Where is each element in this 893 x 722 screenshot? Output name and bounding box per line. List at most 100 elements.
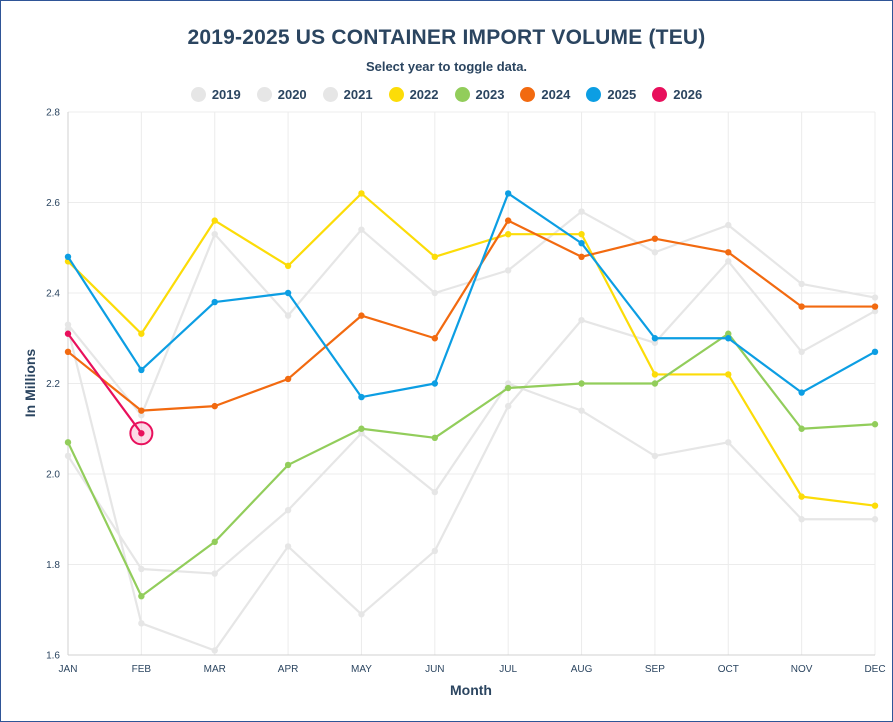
data-point[interactable] [431, 335, 439, 342]
legend-item-2020[interactable]: 2020 [256, 87, 307, 102]
data-point[interactable] [798, 516, 805, 523]
data-point[interactable] [725, 258, 732, 265]
data-point[interactable] [504, 190, 512, 197]
data-point[interactable] [725, 439, 732, 446]
data-point[interactable] [578, 407, 585, 414]
data-point[interactable] [798, 348, 805, 356]
data-point[interactable] [798, 303, 805, 310]
data-point[interactable] [284, 507, 292, 514]
data-point[interactable] [211, 230, 218, 238]
data-point[interactable] [578, 380, 585, 387]
data-point[interactable] [651, 249, 659, 256]
data-point[interactable] [725, 249, 732, 256]
data-point[interactable] [798, 425, 805, 432]
data-point[interactable] [578, 316, 585, 324]
data-point[interactable] [651, 452, 659, 460]
data-point[interactable] [64, 452, 72, 460]
data-point[interactable] [358, 312, 365, 319]
data-point[interactable] [211, 402, 218, 410]
data-point[interactable] [798, 280, 805, 288]
data-point[interactable] [725, 221, 732, 229]
data-point[interactable] [138, 430, 145, 437]
legend-item-2026[interactable]: 2026 [652, 87, 702, 102]
data-point[interactable] [871, 303, 879, 310]
data-point[interactable] [358, 425, 365, 432]
data-point[interactable] [504, 230, 512, 238]
data-point[interactable] [871, 294, 879, 301]
data-point[interactable] [871, 502, 879, 509]
legend-item-2021[interactable]: 2021 [322, 87, 373, 102]
series-line-2023[interactable] [67, 332, 876, 598]
legend-item-2022[interactable]: 2022 [388, 87, 439, 102]
data-point[interactable] [284, 289, 292, 297]
data-point[interactable] [431, 380, 439, 387]
data-point[interactable] [578, 240, 585, 247]
data-point[interactable] [504, 402, 512, 410]
data-point[interactable] [138, 366, 145, 374]
data-point[interactable] [651, 235, 659, 242]
data-point[interactable] [284, 312, 292, 319]
data-point[interactable] [431, 253, 439, 260]
data-point[interactable] [64, 330, 72, 337]
series-line-2022[interactable] [67, 192, 876, 507]
data-point[interactable] [284, 262, 292, 270]
data-point[interactable] [578, 208, 585, 215]
data-point[interactable] [64, 348, 72, 356]
data-point[interactable] [358, 226, 365, 233]
data-point[interactable] [798, 493, 805, 500]
data-point[interactable] [651, 335, 659, 342]
series-line-2025[interactable] [67, 192, 876, 399]
data-point[interactable] [871, 348, 879, 356]
data-point[interactable] [284, 375, 292, 383]
data-point[interactable] [211, 217, 218, 224]
legend-item-2024[interactable]: 2024 [520, 87, 570, 102]
data-point[interactable] [504, 380, 512, 387]
data-point[interactable] [211, 647, 218, 654]
data-point[interactable] [871, 516, 879, 523]
data-point[interactable] [504, 384, 512, 392]
data-point[interactable] [138, 407, 145, 414]
series-line-2021[interactable] [67, 210, 876, 417]
series-line-2020[interactable] [66, 260, 876, 652]
data-point[interactable] [211, 298, 218, 306]
data-point[interactable] [138, 620, 145, 627]
data-point[interactable] [284, 543, 292, 550]
data-point[interactable] [798, 389, 805, 396]
data-point[interactable] [504, 217, 512, 224]
data-point[interactable] [431, 289, 439, 297]
data-point[interactable] [651, 371, 659, 378]
data-point[interactable] [651, 339, 659, 346]
data-point[interactable] [358, 430, 365, 437]
data-point[interactable] [871, 307, 879, 315]
data-point[interactable] [651, 380, 659, 387]
data-point[interactable] [138, 592, 145, 600]
data-point[interactable] [284, 461, 292, 469]
data-point[interactable] [138, 411, 145, 419]
data-point[interactable] [578, 230, 585, 238]
data-point[interactable] [211, 538, 218, 546]
data-point[interactable] [504, 267, 512, 274]
legend-item-2019[interactable]: 2019 [190, 87, 241, 102]
legend-item-2023[interactable]: 2023 [454, 87, 504, 102]
data-point[interactable] [358, 393, 365, 401]
data-point[interactable] [358, 190, 365, 197]
data-point[interactable] [64, 321, 72, 328]
series-line-2026[interactable] [67, 333, 143, 434]
data-point[interactable] [431, 488, 439, 496]
data-point[interactable] [138, 330, 145, 337]
data-point[interactable] [725, 330, 732, 337]
series-line-2019[interactable] [67, 382, 875, 575]
data-point[interactable] [358, 611, 365, 618]
data-point[interactable] [725, 335, 732, 342]
series-line-2024[interactable] [67, 219, 875, 412]
data-point[interactable] [64, 439, 72, 446]
data-point[interactable] [64, 253, 72, 260]
data-point[interactable] [431, 434, 439, 441]
data-point[interactable] [578, 253, 585, 260]
legend-item-2025[interactable]: 2025 [586, 87, 636, 102]
data-point[interactable] [138, 565, 145, 573]
data-point[interactable] [871, 421, 879, 428]
data-point[interactable] [211, 570, 218, 577]
data-point[interactable] [431, 547, 439, 555]
data-point[interactable] [725, 371, 732, 378]
